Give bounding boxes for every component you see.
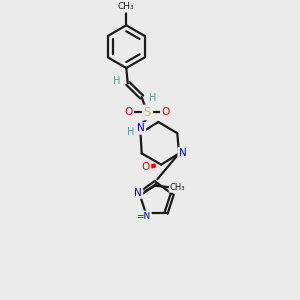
Text: S: S — [143, 106, 151, 119]
Text: CH₃: CH₃ — [118, 2, 135, 11]
Text: H: H — [127, 127, 135, 137]
Text: N: N — [179, 148, 187, 158]
Text: H: H — [149, 93, 157, 103]
Text: =N: =N — [136, 212, 151, 221]
Text: O: O — [142, 162, 150, 172]
Text: CH₃: CH₃ — [170, 183, 185, 192]
Text: O: O — [124, 107, 133, 118]
Text: H: H — [113, 76, 120, 86]
Text: N: N — [134, 188, 142, 197]
Text: N: N — [137, 124, 145, 134]
Text: O: O — [161, 107, 169, 118]
